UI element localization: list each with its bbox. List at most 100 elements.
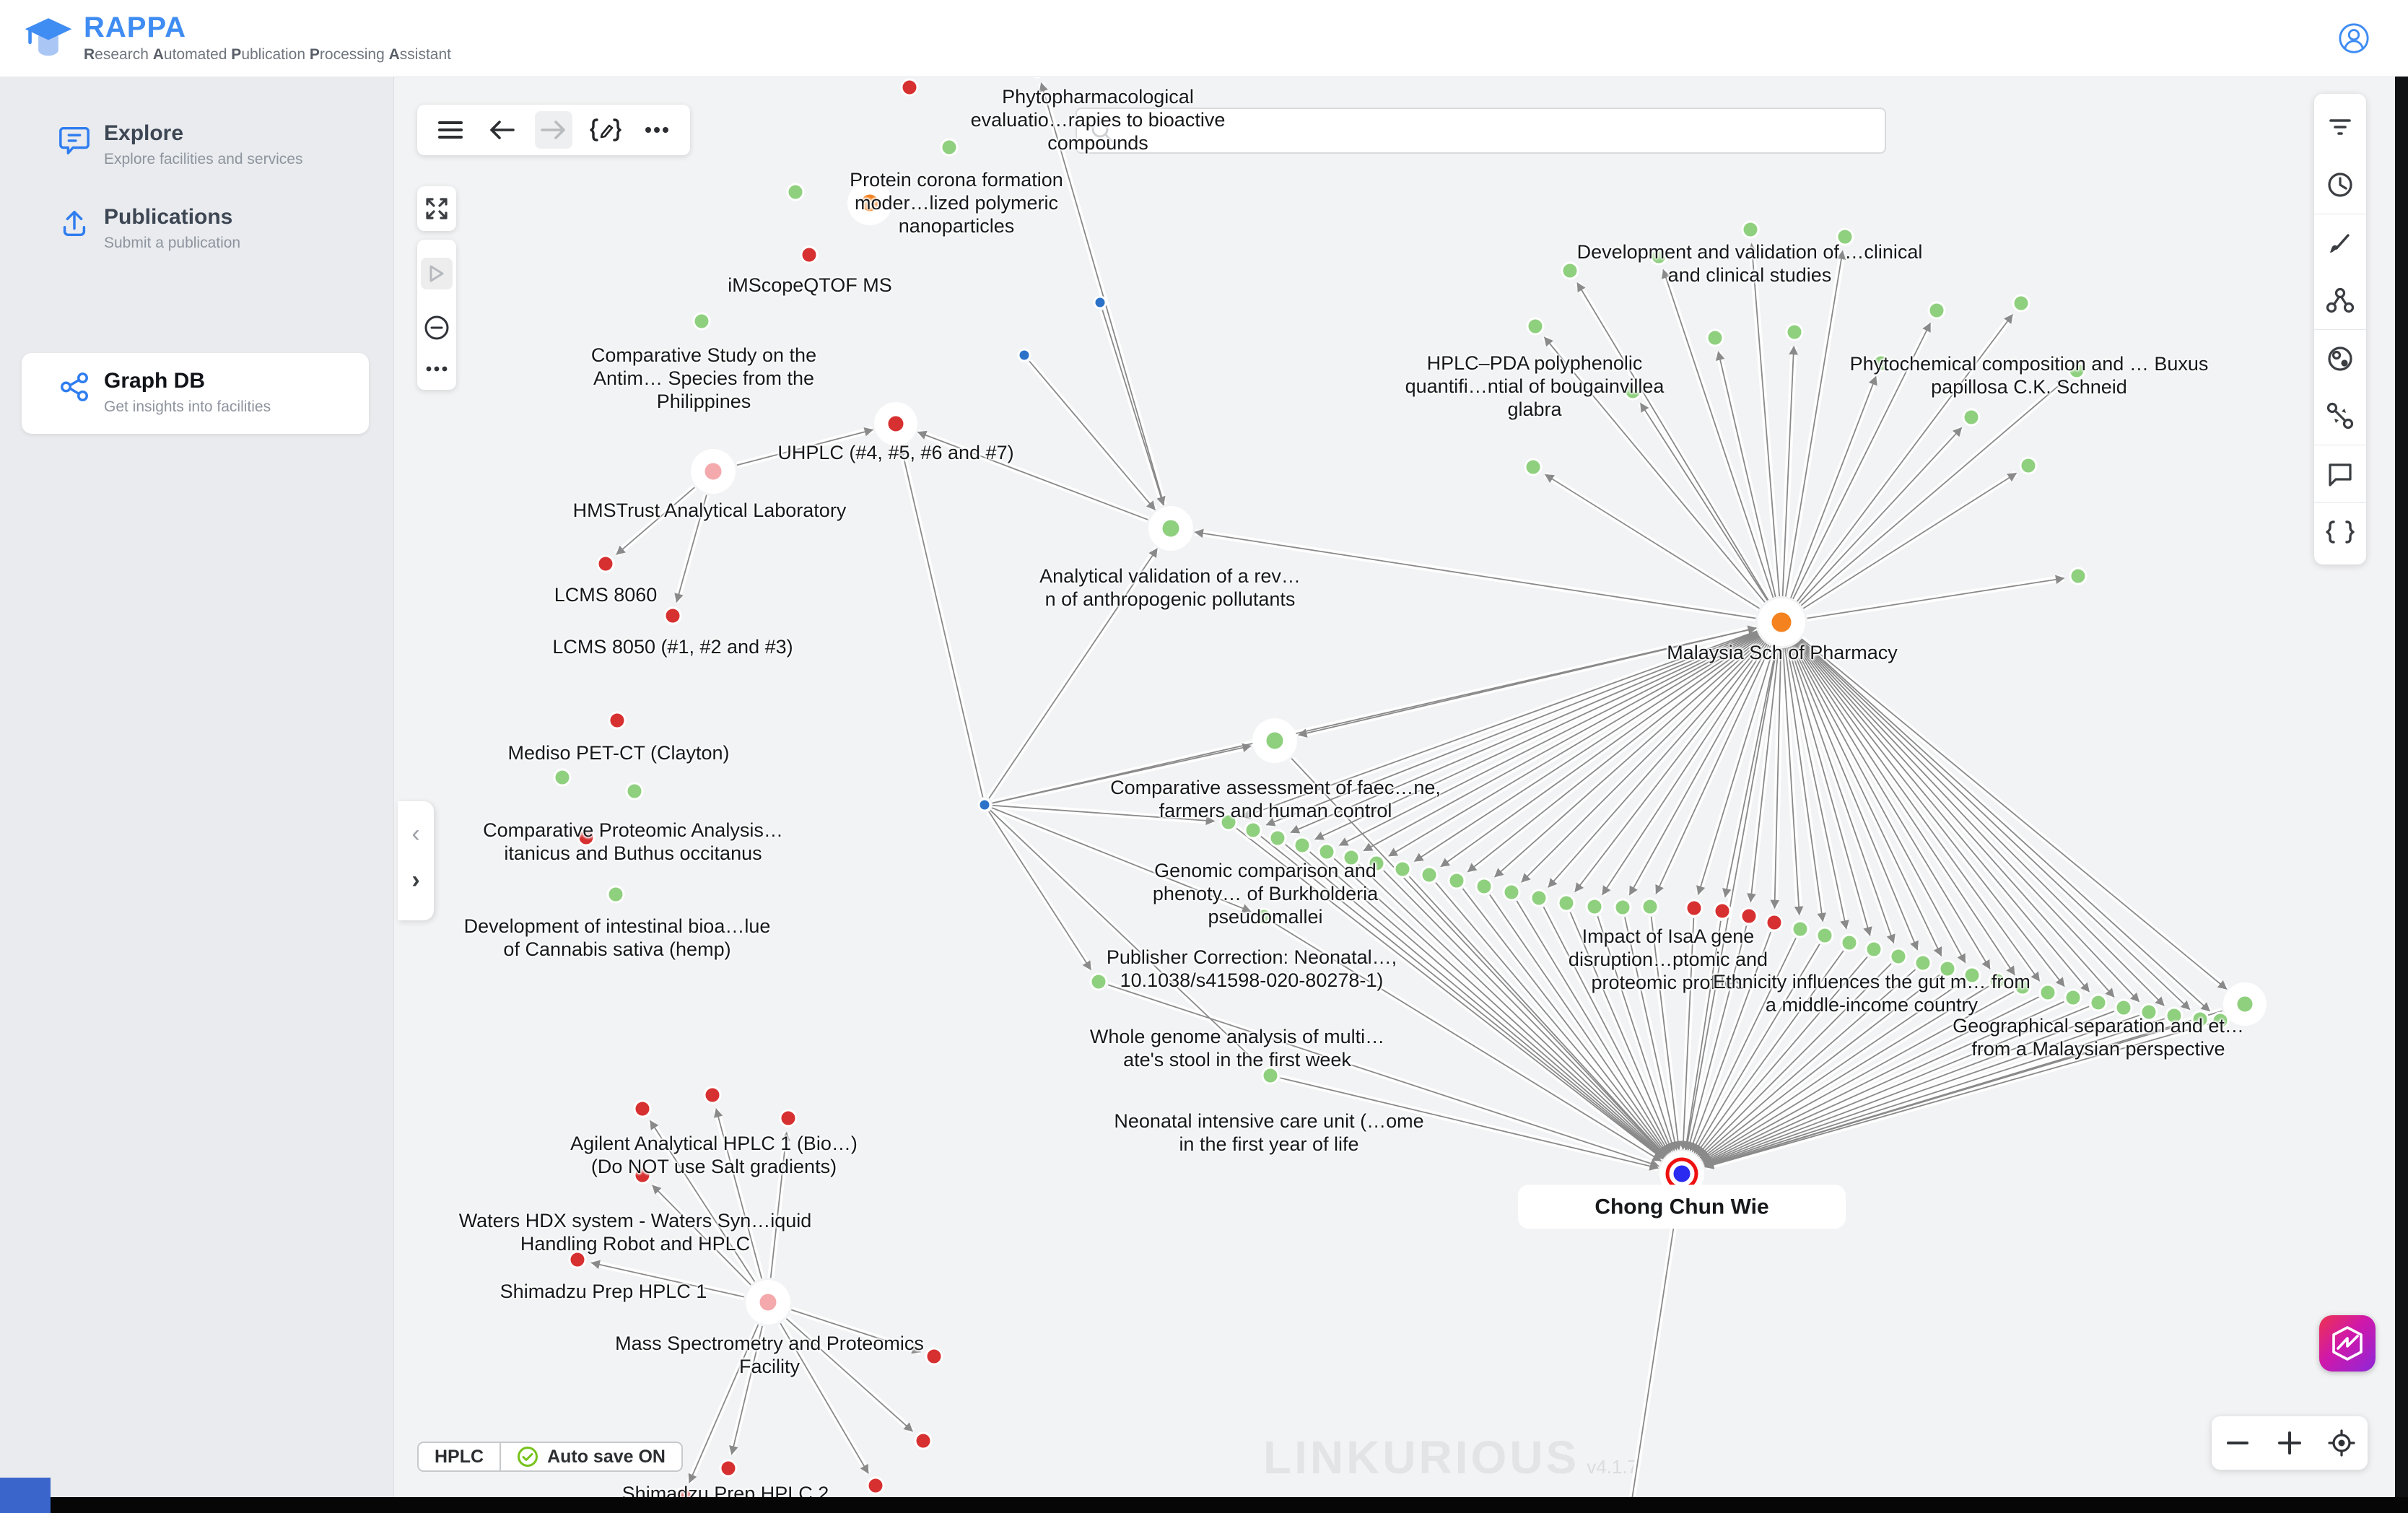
graph-node[interactable] — [1963, 966, 1981, 985]
graph-node[interactable] — [1872, 354, 1890, 372]
graph-node[interactable] — [2067, 361, 2086, 380]
chevron-left-icon[interactable]: ‹ — [411, 820, 420, 847]
graph-node[interactable] — [900, 78, 919, 97]
graph-node[interactable] — [1741, 220, 1760, 239]
search-input[interactable] — [1123, 112, 1862, 149]
graph-node[interactable] — [596, 554, 615, 573]
graph-node[interactable] — [702, 461, 724, 482]
graph-node[interactable] — [1420, 865, 1439, 884]
graph-node[interactable] — [1785, 323, 1804, 341]
graph-node[interactable] — [2038, 983, 2057, 1002]
graph-node[interactable] — [1962, 408, 1981, 427]
zoom-in-icon[interactable] — [2269, 1423, 2310, 1463]
graph-node[interactable] — [692, 312, 711, 331]
graph-node[interactable] — [1927, 301, 1946, 320]
graph-node[interactable] — [1641, 897, 1659, 916]
graph-node[interactable] — [1219, 813, 1238, 832]
graph-node[interactable] — [1017, 348, 1031, 362]
zoom-out-circle-icon[interactable] — [424, 315, 450, 341]
graph-node[interactable] — [1526, 317, 1545, 336]
graph-node[interactable] — [633, 1099, 652, 1118]
graph-node[interactable] — [1089, 972, 1108, 991]
graph-node[interactable] — [1255, 907, 1273, 926]
graph-node[interactable] — [1864, 940, 1883, 959]
graph-node[interactable] — [800, 245, 819, 264]
more-dots-icon[interactable] — [426, 366, 448, 372]
graph-node[interactable] — [1740, 907, 1758, 925]
graph-node[interactable] — [859, 192, 881, 214]
graph-node[interactable] — [1889, 947, 1908, 966]
more-options-icon[interactable] — [638, 111, 676, 149]
edge-style-icon[interactable] — [2314, 387, 2366, 445]
filter-badge[interactable]: HPLC — [419, 1443, 502, 1470]
graph-node[interactable] — [2235, 994, 2255, 1014]
graph-node[interactable] — [2114, 998, 2133, 1017]
graph-node[interactable] — [1447, 871, 1466, 890]
history-clock-icon[interactable] — [2314, 156, 2366, 214]
graph-node[interactable] — [1623, 382, 1642, 401]
graph-node[interactable] — [703, 1086, 722, 1104]
graph-node[interactable] — [1530, 889, 1548, 907]
graph-node[interactable] — [1524, 458, 1543, 476]
graph-node[interactable] — [2191, 1010, 2209, 1029]
graph-node[interactable] — [1585, 897, 1604, 916]
graph-node[interactable] — [2089, 993, 2108, 1012]
graph-node[interactable] — [633, 1166, 652, 1185]
code-braces-icon[interactable] — [2314, 502, 2366, 560]
graph-node[interactable] — [1938, 959, 1957, 978]
sidebar-item-publications[interactable]: Publications Submit a publication — [0, 205, 393, 252]
graph-node[interactable] — [2064, 988, 2082, 1007]
graph-node[interactable] — [977, 798, 992, 812]
graph-node[interactable] — [553, 768, 572, 787]
graph-node[interactable] — [1475, 877, 1493, 896]
sidebar-item-graph-db[interactable]: Graph DB Get insights into facilities — [22, 353, 369, 434]
center-view-icon[interactable] — [2321, 1423, 2362, 1463]
graph-node[interactable] — [1914, 954, 1932, 972]
menu-icon[interactable] — [432, 111, 469, 149]
graph-node[interactable] — [1988, 972, 2007, 990]
paintbrush-icon[interactable] — [2314, 214, 2366, 271]
graph-node[interactable] — [663, 606, 682, 625]
graph-node[interactable] — [940, 138, 959, 157]
graph-node[interactable] — [1160, 518, 1182, 539]
graph-node[interactable] — [1317, 842, 1336, 861]
graph-node[interactable] — [1769, 610, 1794, 635]
graph-node[interactable] — [1502, 883, 1521, 902]
sidebar-item-explore[interactable]: Explore Explore facilities and services — [0, 121, 393, 168]
graph-node[interactable] — [1293, 836, 1312, 855]
graph-node[interactable] — [1713, 902, 1732, 920]
graph-node[interactable] — [886, 414, 906, 434]
user-account-icon[interactable] — [2337, 22, 2370, 55]
graph-node[interactable] — [1791, 920, 1810, 938]
filter-icon[interactable] — [2314, 98, 2366, 156]
graph-node[interactable] — [1268, 829, 1287, 847]
graph-node[interactable] — [1393, 860, 1412, 878]
graph-node[interactable] — [1671, 1163, 1693, 1185]
graph-node[interactable] — [719, 1459, 738, 1478]
graph-node[interactable] — [2069, 567, 2088, 585]
graph-node[interactable] — [2211, 1011, 2230, 1030]
graph-node[interactable] — [1840, 933, 1859, 952]
graph-node[interactable] — [786, 183, 805, 201]
code-edit-icon[interactable] — [587, 111, 624, 149]
graph-node[interactable] — [1264, 730, 1286, 751]
graph-node[interactable] — [1561, 261, 1579, 280]
graph-node[interactable] — [1367, 854, 1386, 873]
graph-node[interactable] — [1685, 899, 1704, 917]
graph-node[interactable] — [1261, 1066, 1280, 1085]
autosave-toggle[interactable]: Auto save ON — [501, 1446, 681, 1468]
graph-node[interactable] — [1244, 821, 1262, 840]
fullscreen-icon[interactable] — [424, 196, 449, 221]
graph-node[interactable] — [577, 828, 596, 847]
graph-node[interactable] — [1342, 848, 1361, 867]
graph-node[interactable] — [1613, 898, 1632, 917]
graph-node[interactable] — [779, 1109, 798, 1128]
group-circle-icon[interactable] — [2314, 329, 2366, 387]
graph-node[interactable] — [2165, 1006, 2184, 1025]
graph-node[interactable] — [608, 711, 627, 730]
graph-node[interactable] — [1706, 328, 1724, 347]
graph-node[interactable] — [925, 1347, 943, 1366]
back-arrow-icon[interactable] — [483, 111, 520, 149]
chevron-right-icon[interactable]: › — [411, 866, 420, 894]
